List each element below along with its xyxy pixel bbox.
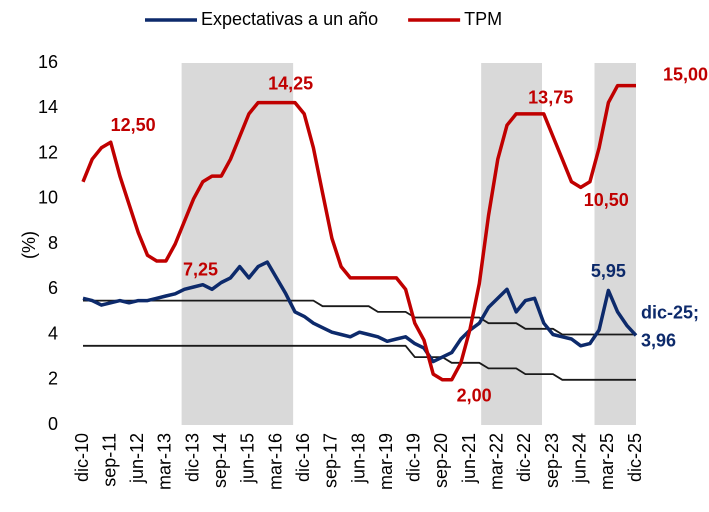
- y-tick-label: 8: [48, 233, 58, 253]
- x-tick-label: jun-15: [238, 433, 258, 484]
- shaded-period: [594, 63, 636, 425]
- legend-label: Expectativas a un año: [201, 9, 378, 29]
- x-tick-label: jun-21: [459, 433, 479, 484]
- x-tick-label: dic-22: [514, 433, 534, 482]
- data-label: dic-25; 3,96: [641, 302, 699, 350]
- x-tick-label: jun-12: [127, 433, 147, 484]
- x-tick-label: dic-16: [293, 433, 313, 482]
- band-line: [83, 344, 636, 381]
- data-label: 15,00: [663, 64, 708, 84]
- legend-label: TPM: [464, 9, 502, 29]
- y-tick-label: 6: [48, 278, 58, 298]
- x-tick-label: mar-22: [487, 433, 507, 490]
- x-tick-label: mar-13: [155, 433, 175, 490]
- data-label: 12,50: [111, 115, 156, 135]
- data-label: 10,50: [584, 190, 629, 210]
- y-tick-label: 10: [38, 188, 58, 208]
- x-tick-label: dic-19: [404, 433, 424, 482]
- x-tick-label: mar-16: [265, 433, 285, 490]
- y-tick-label: 4: [48, 323, 58, 343]
- y-tick-label: 2: [48, 369, 58, 389]
- data-label: 13,75: [528, 88, 573, 108]
- x-tick-label: jun-18: [348, 433, 368, 484]
- shaded-period: [481, 63, 542, 425]
- y-tick-label: 12: [38, 142, 58, 162]
- data-label: 14,25: [268, 73, 313, 93]
- y-tick-label: 14: [38, 97, 58, 117]
- x-tick-label: dic-25: [625, 433, 645, 482]
- series-line: [81, 83, 636, 382]
- x-tick-label: sep-20: [431, 433, 451, 488]
- data-label: 5,95: [591, 261, 626, 281]
- x-tick-label: mar-25: [597, 433, 617, 490]
- y-tick-label: 0: [48, 414, 58, 434]
- y-tick-label: 16: [38, 52, 58, 72]
- data-label: 2,00: [457, 386, 492, 406]
- data-label: 7,25: [183, 260, 218, 280]
- x-tick-label: sep-14: [210, 433, 230, 488]
- y-axis-label: (%): [19, 231, 39, 259]
- series-line: [82, 260, 638, 364]
- band-line: [83, 299, 636, 336]
- x-tick-label: mar-19: [376, 433, 396, 490]
- x-tick-label: dic-13: [182, 433, 202, 482]
- x-tick-label: sep-11: [99, 433, 119, 487]
- x-tick-label: sep-17: [321, 433, 341, 488]
- x-tick-label: jun-24: [569, 433, 589, 484]
- x-tick-label: dic-10: [72, 433, 92, 482]
- x-tick-label: sep-23: [542, 433, 562, 488]
- shaded-period: [181, 63, 294, 425]
